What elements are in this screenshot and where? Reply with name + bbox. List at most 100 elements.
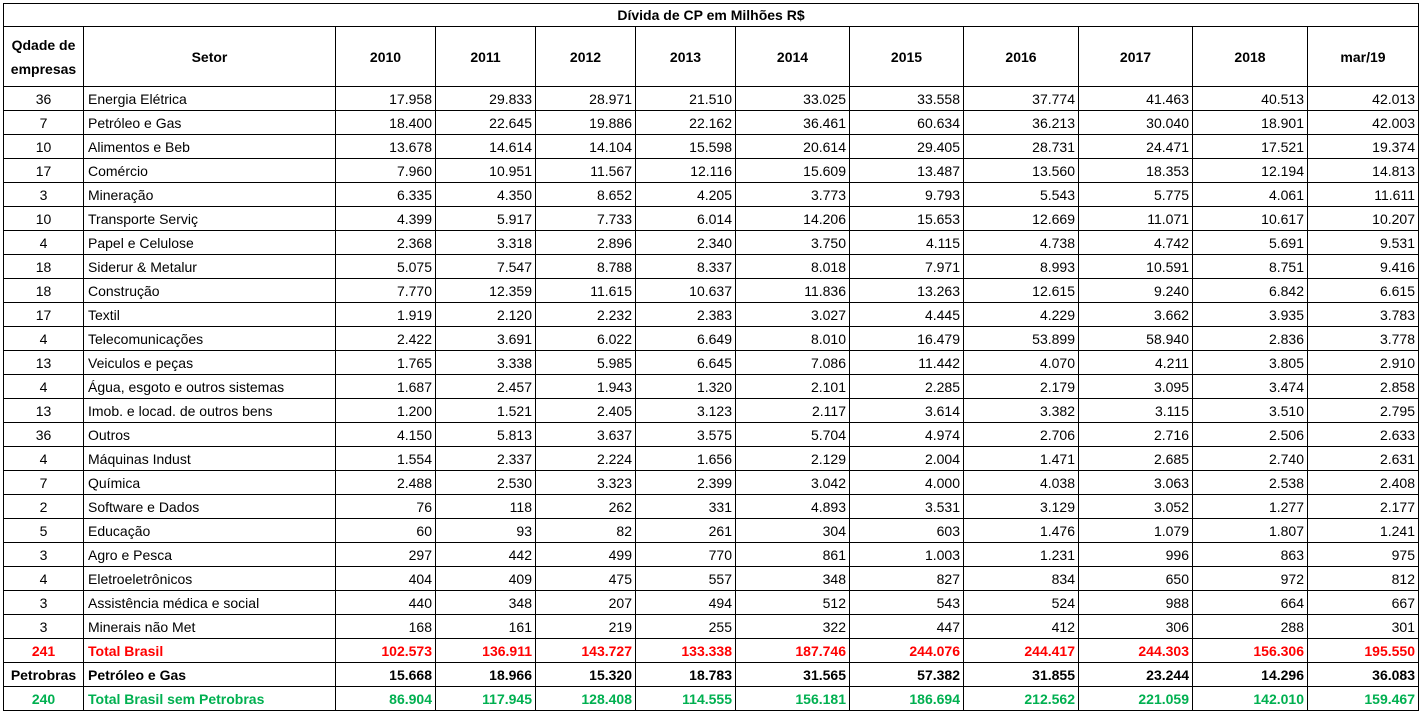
- value-cell: 972: [1192, 566, 1308, 591]
- value-cell: 409: [435, 566, 536, 591]
- value-cell: 133.338: [635, 638, 736, 663]
- value-cell: 1.765: [335, 350, 436, 375]
- value-cell: 4.038: [963, 470, 1079, 495]
- value-cell: 244.076: [849, 638, 964, 663]
- value-cell: 3.095: [1078, 374, 1193, 399]
- table-row: 10 Alimentos e Beb 13.678 14.614 14.104 15.59…: [3, 134, 1419, 159]
- value-cell: 14.296: [1192, 662, 1308, 687]
- value-cell: 2.538: [1192, 470, 1308, 495]
- value-cell: 28.731: [963, 134, 1079, 159]
- setor-cell: Siderur & Metalur: [83, 254, 336, 279]
- value-cell: 102.573: [335, 638, 436, 663]
- value-cell: 2.858: [1307, 374, 1419, 399]
- value-cell: 3.935: [1192, 302, 1308, 327]
- value-cell: 11.567: [535, 158, 636, 183]
- setor-cell: Alimentos e Beb: [83, 134, 336, 159]
- value-cell: 6.645: [635, 350, 736, 375]
- total-row-sem-petro: 240 Total Brasil sem Petrobras 86.904 117.9…: [3, 686, 1419, 711]
- value-cell: 667: [1307, 590, 1419, 615]
- value-cell: 3.027: [735, 302, 850, 327]
- value-cell: 10.591: [1078, 254, 1193, 279]
- value-cell: 29.833: [435, 86, 536, 111]
- value-cell: 1.277: [1192, 494, 1308, 519]
- qtd-cell: 4: [3, 230, 84, 255]
- value-cell: 261: [635, 518, 736, 543]
- header-year: 2010: [335, 26, 436, 87]
- table-row: 4 Máquinas Indust 1.554 2.337 2.224 1.656 2.12…: [3, 446, 1419, 471]
- value-cell: 2.383: [635, 302, 736, 327]
- value-cell: 53.899: [963, 326, 1079, 351]
- value-cell: 812: [1307, 566, 1419, 591]
- value-cell: 7.547: [435, 254, 536, 279]
- value-cell: 1.231: [963, 542, 1079, 567]
- value-cell: 14.104: [535, 134, 636, 159]
- value-cell: 4.738: [963, 230, 1079, 255]
- value-cell: 159.467: [1307, 686, 1419, 711]
- value-cell: 4.445: [849, 302, 964, 327]
- value-cell: 6.615: [1307, 278, 1419, 303]
- setor-cell: Transporte Serviç: [83, 206, 336, 231]
- qtd-cell: 240: [3, 686, 84, 711]
- value-cell: 17.521: [1192, 134, 1308, 159]
- value-cell: 3.323: [535, 470, 636, 495]
- value-cell: 861: [735, 542, 850, 567]
- header-year: 2017: [1078, 26, 1193, 87]
- value-cell: 1.003: [849, 542, 964, 567]
- value-cell: 15.668: [335, 662, 436, 687]
- value-cell: 22.645: [435, 110, 536, 135]
- value-cell: 118: [435, 494, 536, 519]
- value-cell: 7.733: [535, 206, 636, 231]
- value-cell: 168: [335, 614, 436, 639]
- value-cell: 863: [1192, 542, 1308, 567]
- table-row: 17 Comércio 7.960 10.951 11.567 12.116 15.609 1…: [3, 158, 1419, 183]
- value-cell: 36.083: [1307, 662, 1419, 687]
- setor-cell: Minerais não Met: [83, 614, 336, 639]
- total-row-total-brasil: 241 Total Brasil 102.573 136.911 143.727 133.…: [3, 638, 1419, 663]
- setor-cell: Total Brasil: [83, 638, 336, 663]
- value-cell: 2.004: [849, 446, 964, 471]
- value-cell: 5.775: [1078, 182, 1193, 207]
- table-row: 10 Transporte Serviç 4.399 5.917 7.733 6.014 1…: [3, 206, 1419, 231]
- qtd-cell: 17: [3, 158, 84, 183]
- value-cell: 29.405: [849, 134, 964, 159]
- value-cell: 3.783: [1307, 302, 1419, 327]
- table-row: 3 Assistência médica e social 440 348 207 494…: [3, 590, 1419, 615]
- setor-cell: Eletroeletrônicos: [83, 566, 336, 591]
- qtd-cell: 4: [3, 566, 84, 591]
- value-cell: 1.476: [963, 518, 1079, 543]
- value-cell: 6.335: [335, 182, 436, 207]
- value-cell: 4.115: [849, 230, 964, 255]
- value-cell: 4.061: [1192, 182, 1308, 207]
- value-cell: 3.773: [735, 182, 850, 207]
- value-cell: 19.374: [1307, 134, 1419, 159]
- value-cell: 1.521: [435, 398, 536, 423]
- value-cell: 2.457: [435, 374, 536, 399]
- value-cell: 117.945: [435, 686, 536, 711]
- value-cell: 447: [849, 614, 964, 639]
- table-row: 4 Papel e Celulose 2.368 3.318 2.896 2.340 3.7…: [3, 230, 1419, 255]
- value-cell: 12.669: [963, 206, 1079, 231]
- value-cell: 2.224: [535, 446, 636, 471]
- table-row: 4 Eletroeletrônicos 404 409 475 557 348 827 834 6…: [3, 566, 1419, 591]
- value-cell: 33.558: [849, 86, 964, 111]
- value-cell: 975: [1307, 542, 1419, 567]
- value-cell: 442: [435, 542, 536, 567]
- value-cell: 2.685: [1078, 446, 1193, 471]
- header-year: 2014: [735, 26, 850, 87]
- value-cell: 1.919: [335, 302, 436, 327]
- qtd-cell: Petrobras: [3, 662, 84, 687]
- value-cell: 1.656: [635, 446, 736, 471]
- value-cell: 7.960: [335, 158, 436, 183]
- value-cell: 4.000: [849, 470, 964, 495]
- total-row-petro: Petrobras Petróleo e Gas 15.668 18.966 15.32…: [3, 662, 1419, 687]
- value-cell: 440: [335, 590, 436, 615]
- qtd-cell: 13: [3, 350, 84, 375]
- value-cell: 12.116: [635, 158, 736, 183]
- setor-cell: Água, esgoto e outros sistemas: [83, 374, 336, 399]
- value-cell: 186.694: [849, 686, 964, 711]
- value-cell: 348: [435, 590, 536, 615]
- value-cell: 219: [535, 614, 636, 639]
- value-cell: 524: [963, 590, 1079, 615]
- qtd-cell: 4: [3, 326, 84, 351]
- value-cell: 2.405: [535, 398, 636, 423]
